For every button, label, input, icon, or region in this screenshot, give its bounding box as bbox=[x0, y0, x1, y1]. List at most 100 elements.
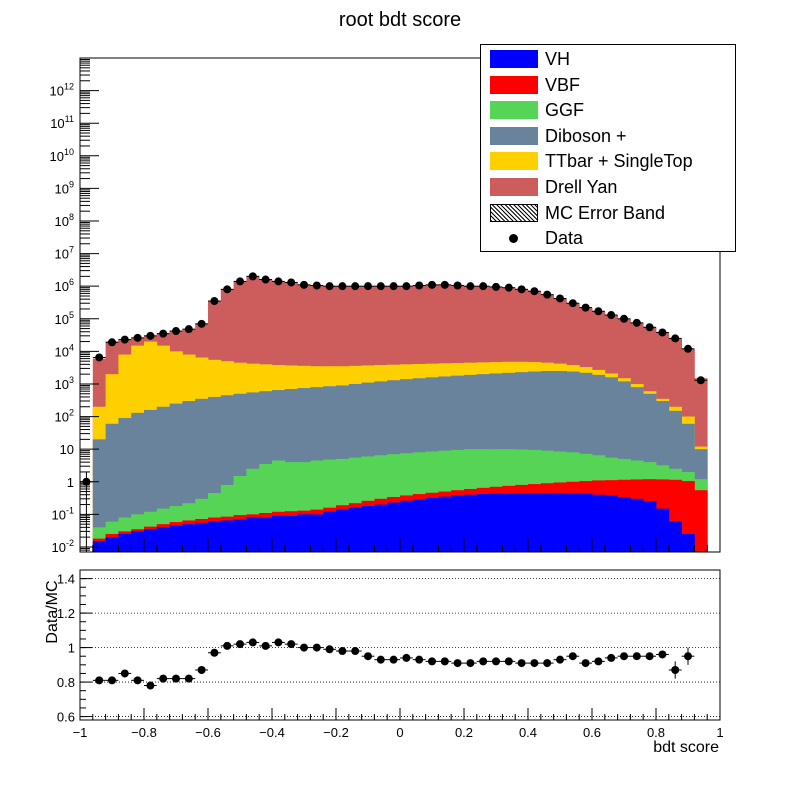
y-tick-label: 103 bbox=[55, 375, 74, 392]
x-tick-label: −0.8 bbox=[131, 725, 157, 740]
histogram-bar bbox=[92, 439, 106, 552]
legend-entry: VH bbox=[481, 47, 735, 73]
histogram-bar bbox=[617, 497, 631, 552]
histogram-bar bbox=[604, 495, 618, 552]
data-point bbox=[632, 318, 641, 327]
y-tick-label: 107 bbox=[55, 245, 74, 262]
ratio-point bbox=[389, 655, 398, 664]
data-point bbox=[466, 282, 475, 291]
data-point bbox=[108, 338, 116, 347]
histogram-bar bbox=[272, 515, 286, 552]
data-point bbox=[684, 344, 692, 353]
ratio-point bbox=[479, 657, 488, 666]
ratio-point bbox=[671, 666, 680, 674]
main-plot: 10-2 10-1 1 10 102 103 104 105 106 107 108 109 1010 1… bbox=[50, 57, 721, 555]
legend-label: Diboson + bbox=[545, 125, 627, 146]
legend-entry: VBF bbox=[481, 73, 735, 99]
ratio-point bbox=[620, 652, 628, 661]
ratio-y-tick-label: 1 bbox=[68, 641, 75, 656]
data-point bbox=[95, 353, 104, 362]
ratio-y-axis-label: Data/MC bbox=[44, 580, 61, 643]
x-tick-label: 0 bbox=[396, 725, 403, 740]
histogram-bar bbox=[297, 514, 311, 552]
ratio-point bbox=[658, 650, 667, 659]
data-point bbox=[261, 275, 270, 284]
ratio-y-axis: 0.6 0.8 1 1.2 1.4 bbox=[57, 572, 720, 725]
x-tick-label: −0.2 bbox=[323, 725, 349, 740]
ratio-point bbox=[428, 657, 436, 666]
histogram-bar bbox=[464, 494, 478, 552]
ratio-point bbox=[376, 655, 385, 664]
ratio-point bbox=[197, 666, 206, 674]
data-point bbox=[479, 282, 488, 291]
ratio-point bbox=[594, 657, 603, 666]
color-swatch bbox=[490, 50, 538, 68]
histogram-bar bbox=[92, 541, 106, 552]
data-point bbox=[517, 285, 526, 294]
stack-layer-vh bbox=[92, 493, 695, 552]
histogram-bar bbox=[451, 495, 465, 552]
color-swatch bbox=[490, 75, 538, 94]
x-tick-label: 0.6 bbox=[583, 725, 601, 740]
data-point bbox=[120, 335, 129, 344]
data-point bbox=[696, 376, 705, 385]
y-tick-label: 1010 bbox=[50, 147, 74, 164]
histogram-bar bbox=[105, 423, 119, 552]
histogram-bar bbox=[156, 527, 170, 552]
histogram-bar bbox=[566, 493, 580, 552]
histogram-bar bbox=[105, 537, 119, 552]
x-tick-label: 1 bbox=[716, 725, 723, 740]
data-point bbox=[351, 282, 360, 291]
y-tick-label: 10 bbox=[60, 442, 74, 457]
histogram-bar bbox=[540, 493, 554, 552]
legend-label: VBF bbox=[545, 74, 581, 95]
y-tick-label: 1 bbox=[67, 475, 74, 490]
legend-label: MC Error Band bbox=[545, 202, 666, 223]
y-tick-label: 10-2 bbox=[52, 538, 74, 555]
x-tick-label: −0.4 bbox=[259, 725, 285, 740]
x-tick-label: 0.8 bbox=[647, 725, 665, 740]
ratio-y-tick-label: 0.8 bbox=[57, 675, 75, 690]
ratio-points bbox=[92, 638, 695, 690]
data-point bbox=[620, 314, 628, 323]
ratio-point bbox=[236, 640, 244, 649]
histogram-bar bbox=[182, 524, 196, 552]
histogram-bar bbox=[694, 490, 708, 552]
data-point bbox=[543, 290, 552, 299]
histogram-bar bbox=[284, 515, 298, 552]
data-point bbox=[159, 329, 168, 338]
histogram-bar bbox=[515, 493, 529, 552]
ratio-point bbox=[159, 674, 168, 683]
histogram-bar bbox=[169, 525, 183, 552]
data-point bbox=[133, 333, 142, 342]
ratio-point bbox=[95, 676, 104, 685]
main-x-axis bbox=[79, 538, 721, 552]
data-point bbox=[376, 282, 385, 291]
ratio-point bbox=[120, 669, 129, 678]
data-point bbox=[172, 327, 180, 336]
ratio-plot: 0.60.811.21.4−1 −0.8 −0.6 −0.4 −0.2 0 0.2 0.4 0.… bbox=[57, 569, 724, 740]
ratio-point bbox=[543, 659, 552, 668]
histogram-bar bbox=[438, 496, 452, 552]
ratio-point bbox=[274, 638, 283, 647]
data-point bbox=[581, 303, 590, 312]
ratio-point bbox=[261, 641, 270, 650]
data-point bbox=[210, 297, 219, 306]
y-tick-label: 109 bbox=[55, 179, 74, 196]
data-point bbox=[402, 282, 411, 291]
ratio-y-tick-label: 1.2 bbox=[57, 606, 75, 621]
legend-entry: MC Error Band bbox=[481, 201, 735, 227]
ratio-point bbox=[684, 652, 692, 661]
histogram-bar bbox=[425, 497, 439, 552]
data-point bbox=[300, 280, 308, 289]
data-point bbox=[197, 319, 206, 328]
color-swatch bbox=[490, 152, 538, 171]
y-tick-label: 108 bbox=[55, 212, 74, 229]
histogram-bar bbox=[668, 521, 682, 552]
ratio-point bbox=[440, 657, 449, 666]
x-tick-label: 0.4 bbox=[519, 725, 537, 740]
histogram-bar bbox=[361, 506, 375, 552]
y-tick-label: 105 bbox=[55, 310, 74, 327]
data-point bbox=[492, 282, 500, 291]
ratio-point bbox=[325, 645, 334, 654]
